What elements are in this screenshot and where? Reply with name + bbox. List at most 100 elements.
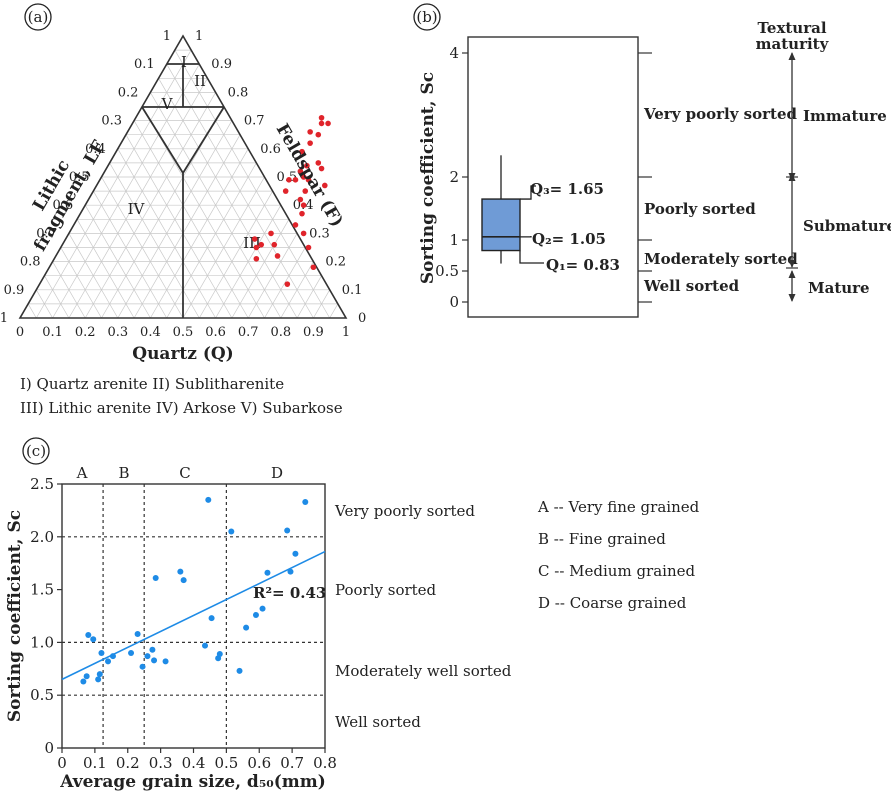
field-label-V: V [161,95,174,113]
x-tick-label: 0.7 [280,754,304,772]
ternary-tick-labels: 0 0.1 0.2 0.3 0.4 0.5 0.6 0.7 0.8 0.9 1 1 0.1 0.2 0.3 0… [0,29,366,340]
lithic-tick-label: 0.8 [20,255,41,270]
ternary-point [297,168,304,175]
ternary-grid-line [174,49,331,319]
quartz-tick-label: 0.1 [42,325,63,340]
zone-C: C [179,464,190,482]
ternary-grid-line [76,219,135,319]
y-tick-label: 1.0 [30,633,54,651]
ternary-grid-line [150,92,282,319]
sort-label-moderately-well: Moderately well sorted [335,662,512,680]
panel-a-badge [24,3,52,31]
scatter-point [90,636,97,643]
scatter-point [264,569,271,576]
ternary-point [307,140,313,146]
scatter-point [236,667,243,674]
lithic-tick-label: 0.6 [53,198,74,213]
sort-label-well: Well sorted [335,713,421,731]
quartz-tick-label: 0.3 [107,325,128,340]
scatter-point [177,568,184,575]
ternary-point [305,177,312,183]
ternary-point [282,188,289,194]
x-tick-label: 0.4 [182,754,206,772]
ternary-point [274,253,281,259]
lithic-tick-label: 0.3 [101,114,122,129]
feldspar-tick-label: 0.6 [260,142,281,157]
maturity-arrow-head [788,270,796,278]
maturity-immature: Immature [803,107,887,125]
legend-line-1: I) Quartz arenite II) Sublitharenite [20,375,284,393]
ternary-point [310,264,317,271]
scatter-point [202,642,209,649]
ternary-grid-line [93,190,168,319]
ternary-grid-line [68,78,208,319]
sorting-class-ticks [638,52,652,303]
ternary-point [253,244,260,251]
lithic-tick-label: 0.2 [118,85,139,100]
y-tick-label: 0 [44,739,54,757]
x-tick-label: 0.5 [214,754,238,772]
quartz-axis-label: Quartz (Q) [132,344,233,364]
grain-legend-A: A -- Very fine grained [537,498,700,516]
x-tick-label: 0.2 [116,754,140,772]
y-tick-label: 2.5 [30,475,54,493]
ternary-grid-line [231,219,290,319]
scatter-ticks: 0 0.1 0.2 0.3 0.4 0.5 0.6 0.7 0.8 0 0.5 1.0 1.5 2.0 2.… [30,475,337,772]
ternary-point [258,241,265,248]
class-moderately-sorted: Moderately sorted [644,250,798,268]
ternary-point [300,202,307,208]
scatter-point [287,568,294,575]
maturity-arrows [786,52,798,302]
quartz-tick-label: 0.6 [205,325,226,340]
quartz-tick-label: 0 [16,325,24,340]
field-boundary-line [182,106,225,174]
feldspar-tick-label: 0.8 [228,85,249,100]
scatter-point [85,632,92,639]
quartz-tick-label: 1 [342,325,350,340]
ternary-point [305,244,312,251]
field-label-I: I [181,53,187,71]
ternary-point [302,188,309,194]
boxplot-y-label: Sorting coefficient, Sc [418,72,438,284]
scatter-point [180,577,187,584]
q2-leader [520,236,532,238]
ternary-panel: (a) I II III IV V 0 0.1 0.2 0.3 0.4 0.5 0.6 0.7… [0,3,366,417]
class-poorly-sorted: Poorly sorted [644,200,756,218]
scatter-point [83,673,90,680]
ternary-point [304,162,310,169]
ternary-grid-line [101,176,184,319]
ternary-grid-line [296,275,322,319]
grain-legend-B: B -- Fine grained [538,530,666,548]
class-well-sorted: Well sorted [643,277,740,295]
ternary-point [286,177,292,183]
ternary-point [292,222,299,228]
feldspar-tick-label: 1 [195,29,203,44]
ternary-point [253,255,260,262]
boxplot-y-tick-label: 1 [449,231,459,249]
lithic-tick-label: 0.5 [69,170,90,185]
scatter-point [205,496,212,503]
ternary-grid-line [198,190,273,319]
scatter-point [128,649,135,656]
scatter-point [208,615,215,622]
scatter-panel: (c) 0 0.1 0.2 0.3 0.4 0.5 0.6 0.7 0.8 0 0.5 1.0 1.5 2… [5,437,700,792]
scatter-point [292,550,299,557]
scatter-point [152,574,159,581]
ternary-grid-line [84,205,151,319]
lithic-tick-label: 0.1 [134,57,155,72]
scatter-point [252,611,259,618]
field-boundary-line [141,106,184,174]
lithic-tick-label: 1 [163,29,171,44]
ternary-grid-line [109,162,200,319]
quartz-tick-label: 0.5 [173,325,194,340]
panel-b-badge [413,3,441,31]
boxplot-y-ticks: 0 0.5 1 2 4 [435,44,468,311]
scatter-point [228,528,235,535]
boxplot-panel: (b) 0 0.5 1 2 4 Sorting coefficient, Sc Q₃= … [413,3,891,318]
ternary-grid-line [166,162,257,319]
ternary-grid-line [35,289,53,319]
x-tick-label: 0.1 [83,754,107,772]
scatter-point [149,646,156,653]
ternary-point [318,120,325,127]
lithic-tick-label: 0.4 [85,142,106,157]
